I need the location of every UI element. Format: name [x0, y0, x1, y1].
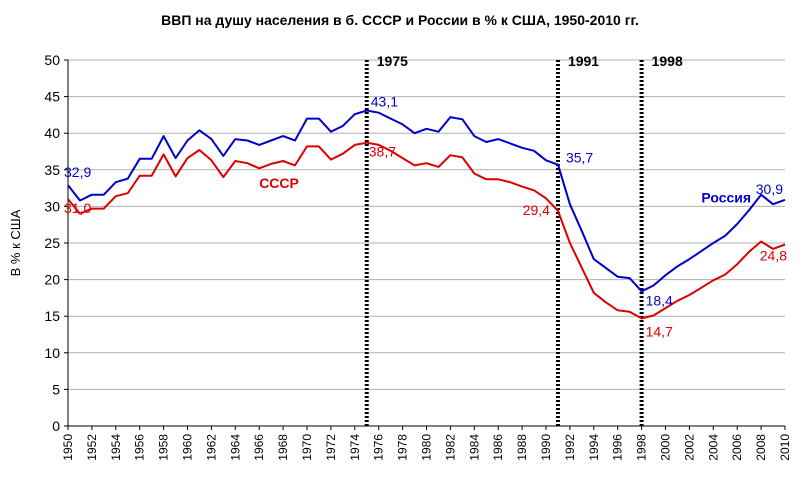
x-tick-label: 1982 — [443, 434, 457, 461]
data-label: 31,0 — [64, 200, 91, 216]
x-tick-label: 1958 — [157, 434, 171, 461]
x-tick-label: 1956 — [133, 434, 147, 461]
data-label: 29,4 — [523, 202, 550, 218]
data-label: 43,1 — [371, 94, 398, 110]
axis-layer: 0 5 10 15 20 25 30 35 40 45 50 1950 1952 1954 1956 1958… — [8, 52, 792, 461]
label-layer: Россия СССР 32,9 31,0 43,1 38,7 35,7 29,4 18,4 14… — [64, 94, 787, 340]
y-tick-label: 20 — [44, 272, 60, 288]
event-label-1975: 1975 — [377, 53, 408, 69]
data-label: 38,7 — [369, 144, 396, 160]
x-tick-label: 1960 — [181, 434, 195, 461]
y-tick-label: 0 — [52, 418, 60, 434]
series-line-russia — [67, 109, 786, 293]
event-label-1991: 1991 — [568, 53, 599, 69]
x-tick-label: 1980 — [420, 434, 434, 461]
x-tick-label: 1962 — [204, 434, 218, 461]
data-label: 32,9 — [64, 164, 91, 180]
series-line-ussr — [67, 141, 786, 320]
x-tick-label: 1998 — [635, 434, 649, 461]
vline-layer: 1975 1991 1998 — [364, 53, 683, 426]
series-layer — [67, 109, 786, 320]
y-axis-title: В % к США — [8, 209, 23, 276]
x-tick-label: 1966 — [252, 434, 266, 461]
x-tick-label: 1968 — [276, 434, 290, 461]
x-tick-label: 1996 — [611, 434, 625, 461]
grid-layer — [68, 59, 785, 427]
chart-title: ВВП на душу населения в б. СССР и России… — [161, 12, 639, 28]
y-tick-label: 10 — [44, 345, 60, 361]
x-tick-label: 2010 — [778, 434, 792, 461]
x-tick-label: 1972 — [324, 434, 338, 461]
y-tick-label: 50 — [44, 52, 60, 68]
y-tick-label: 45 — [44, 89, 60, 105]
x-tick-label: 1952 — [85, 434, 99, 461]
x-tick-label: 2002 — [682, 434, 696, 461]
x-tick-label: 1950 — [61, 434, 75, 461]
x-tick-label: 1954 — [109, 434, 123, 461]
x-tick-label: 2000 — [659, 434, 673, 461]
x-tick-label: 2006 — [730, 434, 744, 461]
series-name-ussr: СССР — [259, 175, 299, 191]
y-tick-label: 25 — [44, 235, 60, 251]
y-tick-label: 5 — [52, 381, 60, 397]
x-tick-label: 1992 — [563, 434, 577, 461]
x-tick-label: 2008 — [754, 434, 768, 461]
series-name-russia: Россия — [701, 190, 751, 206]
x-tick-label: 1986 — [491, 434, 505, 461]
y-tick-label: 15 — [44, 308, 60, 324]
data-label: 35,7 — [566, 150, 593, 166]
x-tick-label: 1984 — [467, 434, 481, 461]
x-tick-label: 1978 — [396, 434, 410, 461]
x-tick-label: 1988 — [515, 434, 529, 461]
y-tick-label: 40 — [44, 125, 60, 141]
data-label: 24,8 — [760, 247, 787, 263]
x-tick-label: 1964 — [228, 434, 242, 461]
x-tick-label: 1974 — [348, 434, 362, 461]
event-label-1998: 1998 — [652, 53, 683, 69]
data-label: 18,4 — [646, 292, 673, 308]
x-tick-label: 2004 — [706, 434, 720, 461]
x-tick-label: 1994 — [587, 434, 601, 461]
data-label: 14,7 — [646, 323, 673, 339]
data-label: 30,9 — [756, 181, 783, 197]
y-tick-label: 30 — [44, 198, 60, 214]
x-tick-label: 1990 — [539, 434, 553, 461]
x-tick-label: 1970 — [300, 434, 314, 461]
y-tick-label: 35 — [44, 162, 60, 178]
x-tick-label: 1976 — [372, 434, 386, 461]
